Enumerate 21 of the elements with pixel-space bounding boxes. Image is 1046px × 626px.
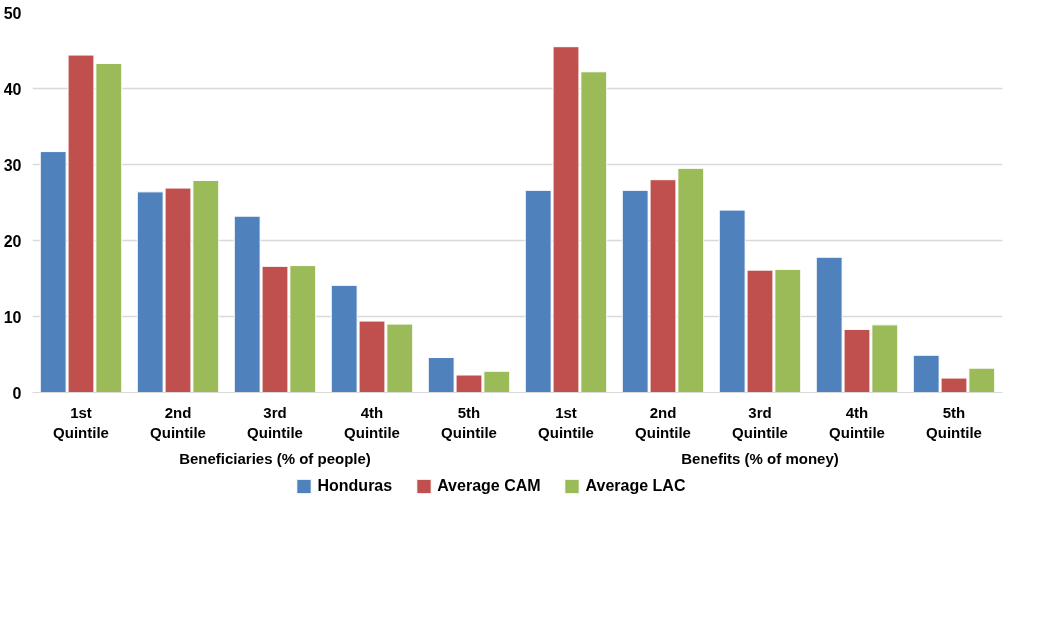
x-tick-label: 2nd Quintile xyxy=(150,403,206,441)
text: Benefits (% of money) xyxy=(681,449,839,467)
x-tick-label: 2nd Quintile xyxy=(635,403,691,441)
x-tick-label: 3rd Quintile xyxy=(732,403,788,441)
x-tick-label: 5th Quintile xyxy=(441,403,497,441)
y-tick-label: 30 xyxy=(3,156,22,174)
legend-label: Average LAC xyxy=(585,477,686,495)
y-tick-label: 0 xyxy=(12,384,22,402)
x-tick-label: 3rd Quintile xyxy=(247,403,303,441)
y-tick-label: 40 xyxy=(3,80,22,98)
x-tick-label: 5th Quintile xyxy=(926,403,982,441)
legend-label: Average CAM xyxy=(437,477,541,495)
x-tick-label: 1st Quintile xyxy=(53,403,109,441)
x-tick-label: 4th Quintile xyxy=(829,403,885,441)
text: Beneficiaries (% of people) xyxy=(179,449,371,467)
y-tick-label: 10 xyxy=(3,308,22,326)
y-tick-label: 50 xyxy=(3,4,22,22)
x-tick-label: 4th Quintile xyxy=(344,403,400,441)
y-tick-label: 20 xyxy=(3,232,22,250)
legend-label: Honduras xyxy=(317,477,393,495)
x-tick-label: 1st Quintile xyxy=(538,403,594,441)
